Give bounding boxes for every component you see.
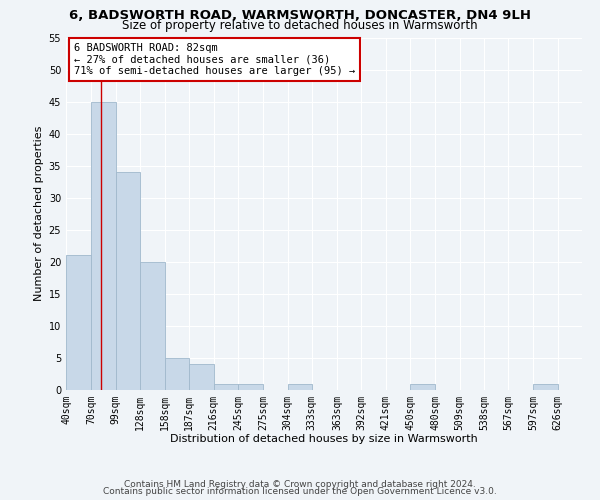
Bar xyxy=(214,384,238,390)
Y-axis label: Number of detached properties: Number of detached properties xyxy=(34,126,44,302)
Bar xyxy=(190,364,214,390)
Text: 6 BADSWORTH ROAD: 82sqm
← 27% of detached houses are smaller (36)
71% of semi-de: 6 BADSWORTH ROAD: 82sqm ← 27% of detache… xyxy=(74,43,355,76)
Bar xyxy=(238,384,263,390)
Bar xyxy=(533,384,557,390)
Bar xyxy=(140,262,165,390)
Bar xyxy=(165,358,190,390)
Bar xyxy=(116,172,140,390)
Text: Contains public sector information licensed under the Open Government Licence v3: Contains public sector information licen… xyxy=(103,487,497,496)
Bar xyxy=(287,384,312,390)
Bar xyxy=(91,102,116,390)
Text: Contains HM Land Registry data © Crown copyright and database right 2024.: Contains HM Land Registry data © Crown c… xyxy=(124,480,476,489)
X-axis label: Distribution of detached houses by size in Warmsworth: Distribution of detached houses by size … xyxy=(170,434,478,444)
Bar xyxy=(66,256,91,390)
Text: Size of property relative to detached houses in Warmsworth: Size of property relative to detached ho… xyxy=(122,19,478,32)
Bar xyxy=(410,384,435,390)
Text: 6, BADSWORTH ROAD, WARMSWORTH, DONCASTER, DN4 9LH: 6, BADSWORTH ROAD, WARMSWORTH, DONCASTER… xyxy=(69,9,531,22)
